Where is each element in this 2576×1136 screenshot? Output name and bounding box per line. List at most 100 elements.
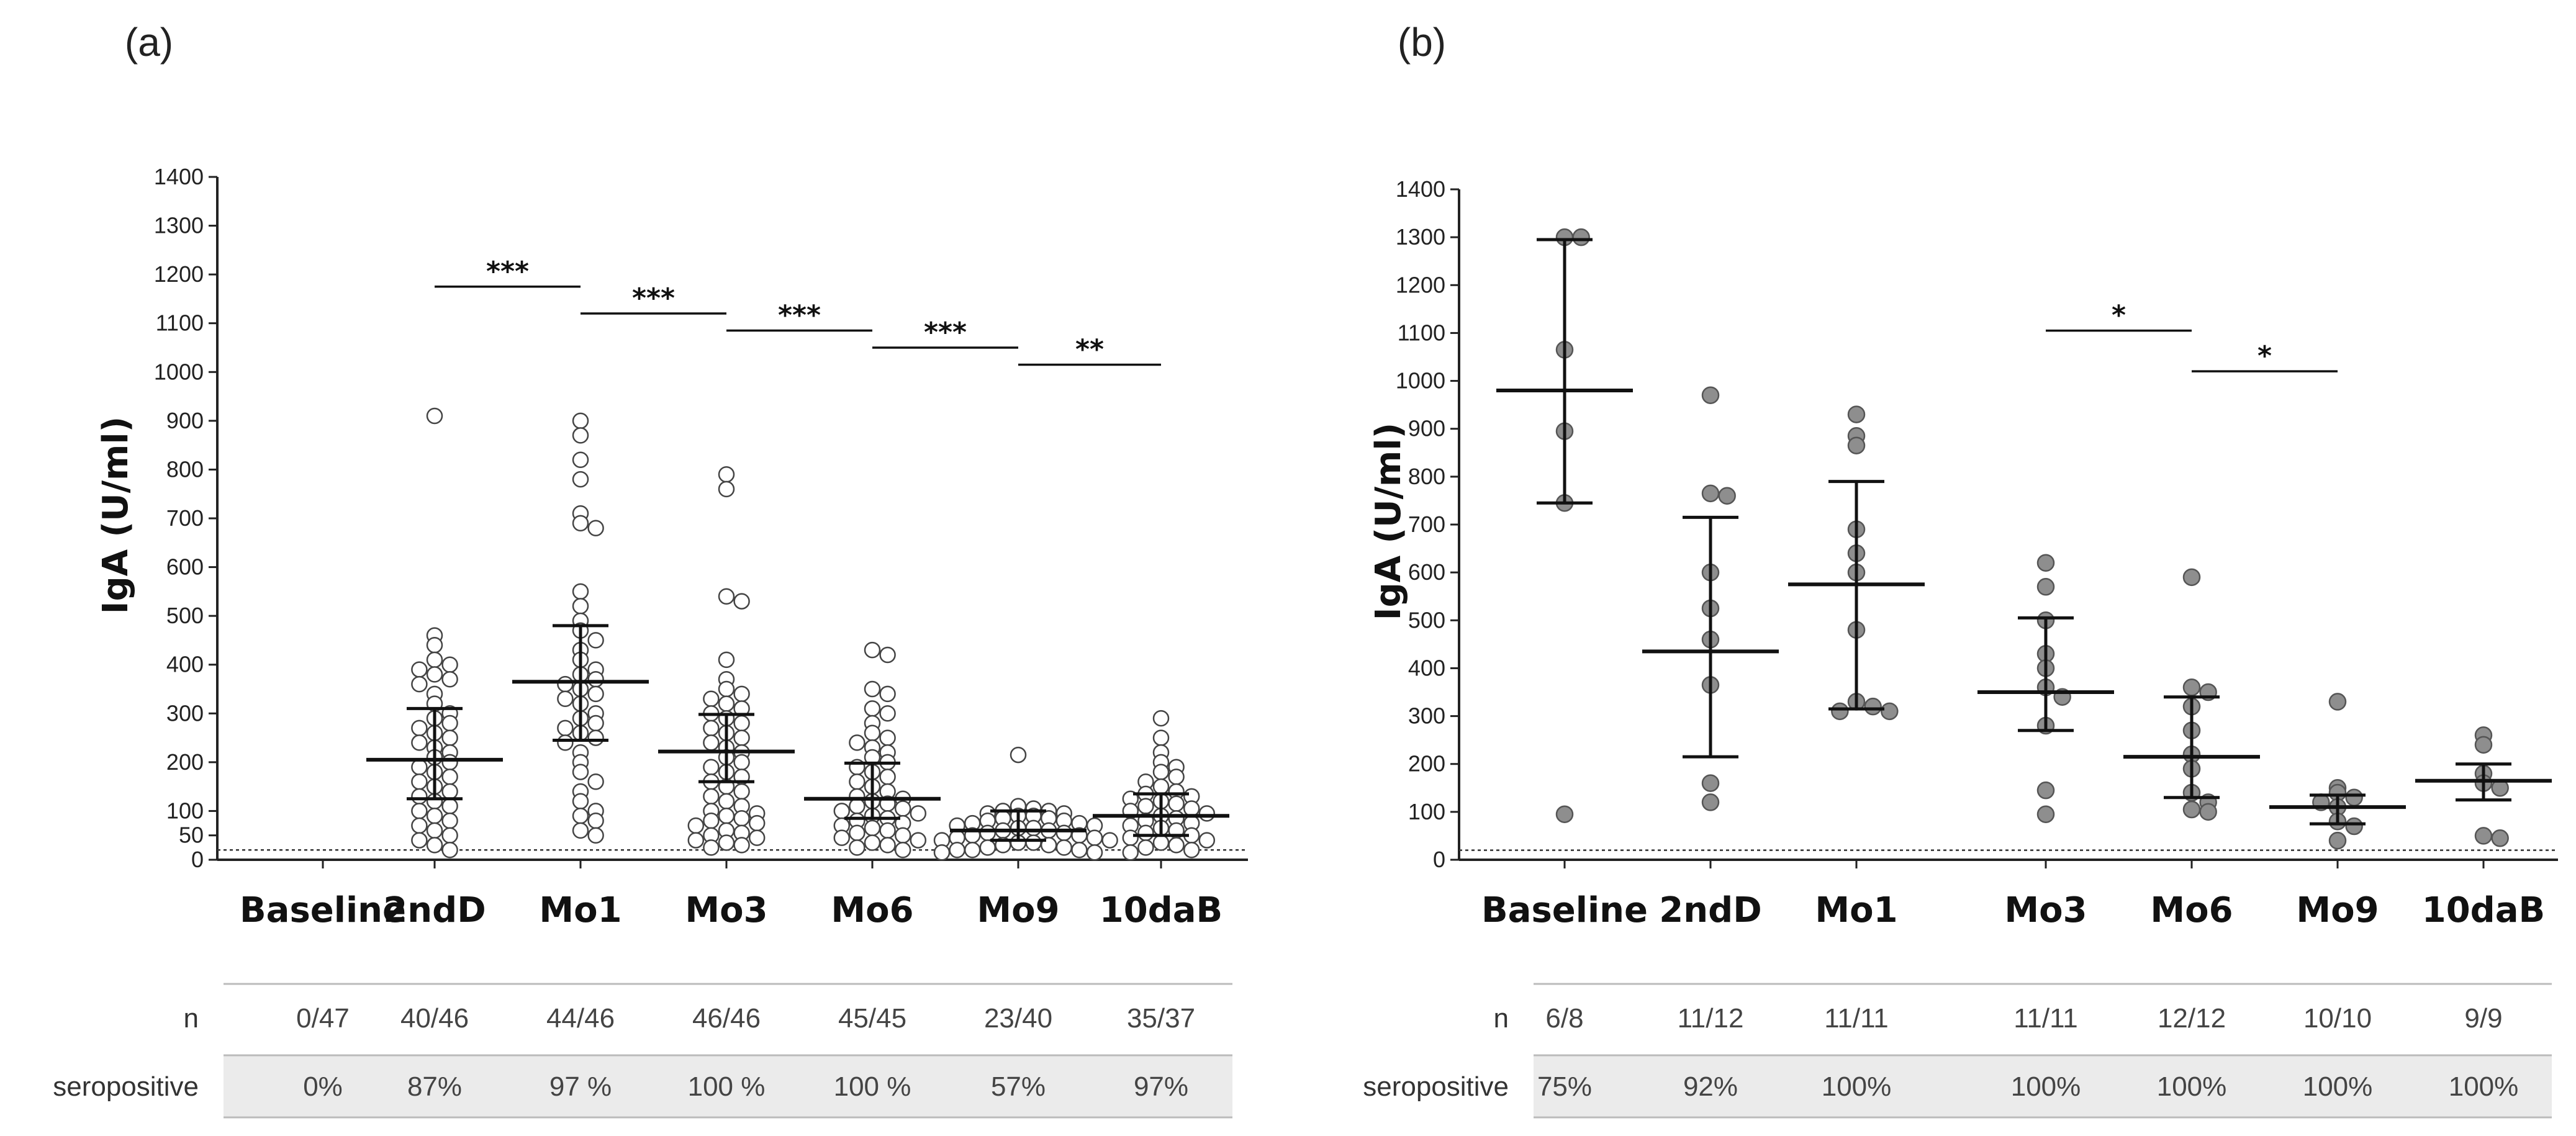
data-point [864,834,881,851]
data-point [587,812,604,829]
data-point [1701,484,1720,503]
data-point [441,754,458,771]
data-point [2182,800,2201,819]
table-cell-seropositive: 100% [2303,1071,2373,1102]
y-axis-label: IgA (U/ml) [1368,423,1409,620]
data-point [1198,805,1216,822]
table-cell-n: 23/40 [984,1003,1052,1034]
data-point [1122,844,1139,861]
data-point [2345,788,2363,806]
y-tick-label: 900 [166,408,204,433]
data-point [703,788,720,805]
data-point [687,817,705,834]
x-category-label: 10daB [2422,890,2546,931]
data-point [1168,795,1185,812]
data-point [733,729,750,746]
data-point [1055,839,1073,856]
data-point [557,734,574,751]
data-point [2474,827,2493,845]
data-point [441,812,458,829]
y-tick-label: 500 [1408,607,1445,633]
table-row-label-seropositive: seropositive [1363,1071,1509,1102]
y-tick-label: 700 [1408,512,1445,537]
x-category-label: Mo6 [831,890,913,931]
data-point [1137,839,1154,856]
data-point [1152,834,1170,851]
data-point [587,729,604,746]
data-point [411,817,428,834]
data-point [587,715,604,732]
data-point [849,798,865,814]
y-tick-label: 0 [191,847,204,872]
x-category-label: 2ndD [1659,890,1761,931]
x-category-label: Mo1 [1815,890,1897,931]
data-point [703,812,720,829]
data-point [572,764,589,780]
data-point [718,680,735,698]
data-point [703,759,720,775]
data-point [572,427,589,444]
data-point [441,769,458,785]
data-point [441,827,458,844]
y-tick-label: 1400 [1396,176,1445,202]
data-point [587,671,604,688]
data-point [572,451,589,468]
data-point [572,412,589,430]
data-point [1718,487,1736,505]
y-tick-label: 50 [179,823,204,848]
data-point [426,822,443,839]
data-point [411,773,428,790]
data-point [748,814,766,832]
data-point [411,803,428,819]
panel-label: (b) [1398,20,1446,65]
data-point [572,808,589,824]
y-tick-label: 1200 [154,261,204,287]
significance-label: *** [924,317,967,348]
significance-label: *** [632,282,675,314]
table-shaded-row [1534,1055,2552,1117]
data-point [2345,817,2363,836]
data-point [2036,554,2055,572]
data-point [2491,829,2509,847]
data-point [979,839,997,856]
table-cell-n: 11/11 [2013,1003,2078,1034]
table-cell-seropositive: 100% [2157,1071,2227,1102]
data-point [587,520,604,536]
data-point [1183,842,1200,859]
table-row-label-n: n [184,1003,199,1034]
data-point [733,593,750,610]
table-cell-n: 6/8 [1545,1003,1583,1034]
data-point [557,719,574,737]
table-cell-n: 10/10 [2303,1003,2372,1034]
table-cell-seropositive: 100 % [688,1071,766,1102]
y-tick-label: 600 [1408,559,1445,585]
data-point [1881,702,1899,721]
data-point [1152,764,1170,780]
data-point [879,729,896,746]
data-point [411,675,428,693]
data-point [1701,386,1720,404]
data-point [864,700,881,717]
data-point [879,822,896,839]
data-point [718,588,735,605]
data-point [718,834,735,851]
data-point [687,832,705,849]
table-cell-seropositive: 0% [303,1071,343,1102]
data-point [1198,832,1216,849]
data-point [411,719,428,737]
data-point [1137,824,1154,842]
data-point [1701,774,1720,792]
data-point [1864,697,1882,716]
x-category-label: Mo9 [977,890,1059,931]
data-point [2182,678,2201,696]
data-point [910,832,927,849]
y-tick-label: 200 [1408,751,1445,777]
y-tick-label: 1000 [154,359,204,384]
data-point [1025,834,1042,851]
data-point [864,724,881,741]
y-tick-label: 1400 [154,164,204,189]
x-category-label: Mo6 [2150,890,2233,931]
data-point [879,685,896,703]
table-cell-seropositive: 100% [1822,1071,1892,1102]
data-point [1122,829,1139,846]
